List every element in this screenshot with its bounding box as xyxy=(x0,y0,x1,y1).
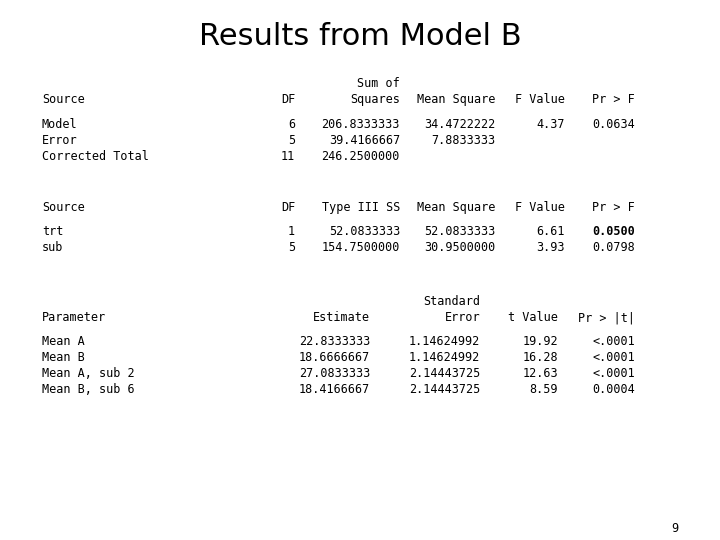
Text: 7.8833333: 7.8833333 xyxy=(431,134,495,147)
Text: Results from Model B: Results from Model B xyxy=(199,22,521,51)
Text: Mean A: Mean A xyxy=(42,335,85,348)
Text: <.0001: <.0001 xyxy=(593,351,635,364)
Text: 18.6666667: 18.6666667 xyxy=(299,351,370,364)
Text: Mean Square: Mean Square xyxy=(417,93,495,106)
Text: DF: DF xyxy=(281,93,295,106)
Text: <.0001: <.0001 xyxy=(593,335,635,348)
Text: 16.28: 16.28 xyxy=(523,351,558,364)
Text: Standard: Standard xyxy=(423,295,480,308)
Text: sub: sub xyxy=(42,241,63,254)
Text: 19.92: 19.92 xyxy=(523,335,558,348)
Text: 11: 11 xyxy=(281,150,295,163)
Text: 12.63: 12.63 xyxy=(523,367,558,380)
Text: 30.9500000: 30.9500000 xyxy=(424,241,495,254)
Text: F Value: F Value xyxy=(515,93,565,106)
Text: 34.4722222: 34.4722222 xyxy=(424,118,495,131)
Text: Estimate: Estimate xyxy=(313,311,370,324)
Text: 3.93: 3.93 xyxy=(536,241,565,254)
Text: Sum of: Sum of xyxy=(357,77,400,90)
Text: Pr > F: Pr > F xyxy=(593,201,635,214)
Text: 0.0634: 0.0634 xyxy=(593,118,635,131)
Text: 5: 5 xyxy=(288,134,295,147)
Text: Corrected Total: Corrected Total xyxy=(42,150,149,163)
Text: Type III SS: Type III SS xyxy=(322,201,400,214)
Text: 4.37: 4.37 xyxy=(536,118,565,131)
Text: 2.14443725: 2.14443725 xyxy=(409,383,480,396)
Text: 1.14624992: 1.14624992 xyxy=(409,335,480,348)
Text: Source: Source xyxy=(42,201,85,214)
Text: 154.7500000: 154.7500000 xyxy=(322,241,400,254)
Text: 5: 5 xyxy=(288,241,295,254)
Text: trt: trt xyxy=(42,225,63,238)
Text: t Value: t Value xyxy=(508,311,558,324)
Text: DF: DF xyxy=(281,201,295,214)
Text: 52.0833333: 52.0833333 xyxy=(424,225,495,238)
Text: 1: 1 xyxy=(288,225,295,238)
Text: 1.14624992: 1.14624992 xyxy=(409,351,480,364)
Text: 0.0798: 0.0798 xyxy=(593,241,635,254)
Text: Pr > F: Pr > F xyxy=(593,93,635,106)
Text: 0.0500: 0.0500 xyxy=(593,225,635,238)
Text: 206.8333333: 206.8333333 xyxy=(322,118,400,131)
Text: 246.2500000: 246.2500000 xyxy=(322,150,400,163)
Text: Pr > |t|: Pr > |t| xyxy=(578,311,635,324)
Text: Error: Error xyxy=(444,311,480,324)
Text: Mean B: Mean B xyxy=(42,351,85,364)
Text: Squares: Squares xyxy=(350,93,400,106)
Text: <.0001: <.0001 xyxy=(593,367,635,380)
Text: Mean Square: Mean Square xyxy=(417,201,495,214)
Text: F Value: F Value xyxy=(515,201,565,214)
Text: 27.0833333: 27.0833333 xyxy=(299,367,370,380)
Text: 22.8333333: 22.8333333 xyxy=(299,335,370,348)
Text: Source: Source xyxy=(42,93,85,106)
Text: 6.61: 6.61 xyxy=(536,225,565,238)
Text: Error: Error xyxy=(42,134,78,147)
Text: 52.0833333: 52.0833333 xyxy=(329,225,400,238)
Text: 8.59: 8.59 xyxy=(529,383,558,396)
Text: 39.4166667: 39.4166667 xyxy=(329,134,400,147)
Text: 0.0004: 0.0004 xyxy=(593,383,635,396)
Text: Mean A, sub 2: Mean A, sub 2 xyxy=(42,367,135,380)
Text: 9: 9 xyxy=(671,522,678,535)
Text: Parameter: Parameter xyxy=(42,311,106,324)
Text: 2.14443725: 2.14443725 xyxy=(409,367,480,380)
Text: Mean B, sub 6: Mean B, sub 6 xyxy=(42,383,135,396)
Text: Model: Model xyxy=(42,118,78,131)
Text: 18.4166667: 18.4166667 xyxy=(299,383,370,396)
Text: 6: 6 xyxy=(288,118,295,131)
